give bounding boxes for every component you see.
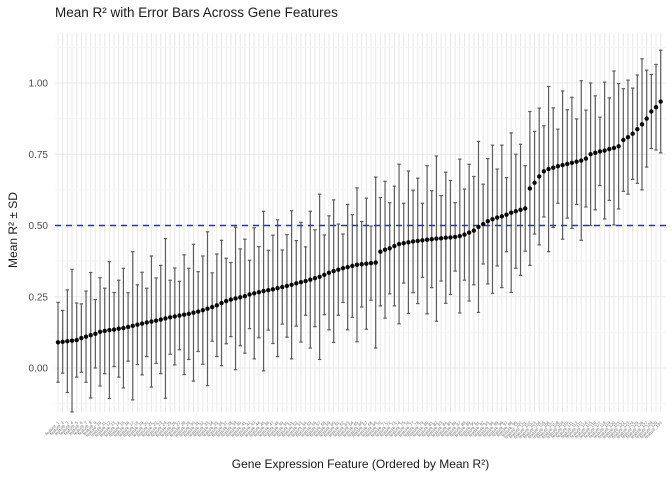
svg-text:1.00: 1.00	[29, 79, 49, 90]
svg-text:0.25: 0.25	[29, 292, 49, 303]
y-axis-title: Mean R² ± SD	[6, 192, 20, 268]
svg-text:0.00: 0.00	[29, 364, 49, 375]
x-axis-title: Gene Expression Feature (Ordered by Mean…	[231, 457, 490, 471]
svg-text:0.75: 0.75	[29, 150, 49, 161]
svg-text:0.50: 0.50	[29, 221, 49, 232]
chart-title: Mean R² with Error Bars Across Gene Feat…	[55, 5, 338, 20]
